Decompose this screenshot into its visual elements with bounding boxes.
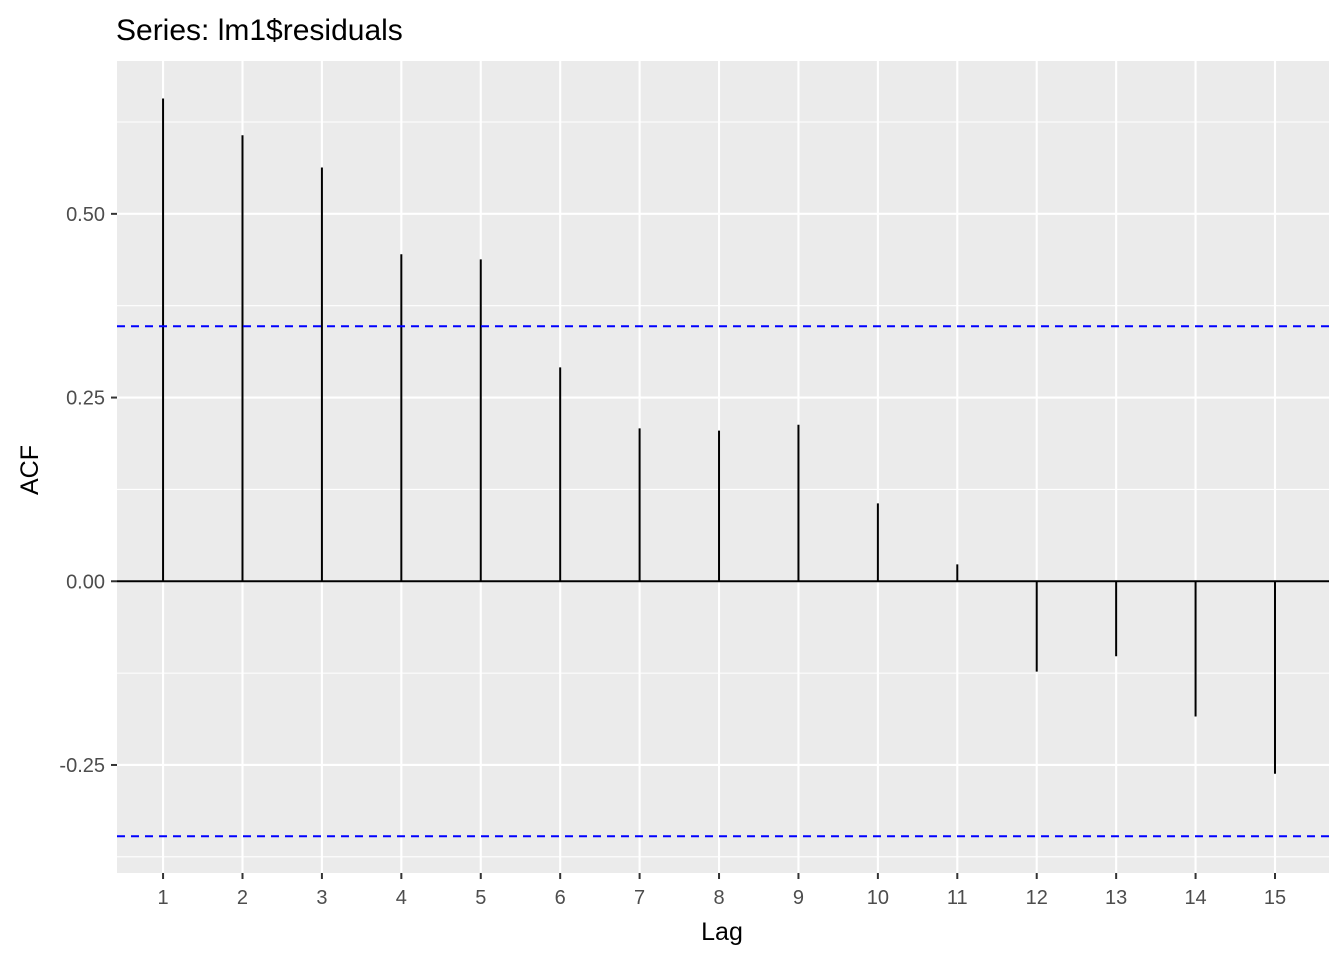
x-tick-label: 10 bbox=[867, 887, 889, 909]
y-tick-label: -0.25 bbox=[59, 755, 105, 777]
x-tick-label: 4 bbox=[396, 887, 407, 909]
y-axis-title: ACF bbox=[16, 445, 44, 495]
axes: -0.250.000.250.501 2 3 4 5 6 7 8 9 10 11 12 13 14 15 bbox=[59, 204, 1286, 909]
plot-panel bbox=[117, 61, 1329, 873]
x-tick-label: 7 bbox=[634, 887, 645, 909]
x-tick-label: 12 bbox=[1026, 887, 1048, 909]
x-tick-label: 2 bbox=[237, 887, 248, 909]
x-tick-label: 3 bbox=[316, 887, 327, 909]
x-tick-label: 6 bbox=[555, 887, 566, 909]
x-tick-label: 1 bbox=[158, 887, 169, 909]
x-tick-label: 11 bbox=[947, 887, 968, 909]
chart-title: Series: lm1$residuals bbox=[116, 14, 403, 47]
x-tick-label: 8 bbox=[713, 887, 724, 909]
y-tick-label: 0.25 bbox=[66, 388, 105, 410]
panel-background bbox=[117, 61, 1329, 873]
x-tick-label: 15 bbox=[1264, 887, 1286, 909]
acf-bars bbox=[117, 98, 1329, 838]
x-tick-label: 13 bbox=[1105, 887, 1127, 909]
x-axis-title: Lag bbox=[701, 918, 743, 946]
y-tick-label: 0.00 bbox=[66, 571, 105, 593]
x-tick-label: 14 bbox=[1184, 887, 1206, 909]
y-tick-label: 0.50 bbox=[66, 204, 105, 226]
x-tick-label: 9 bbox=[793, 887, 804, 909]
x-tick-label: 5 bbox=[475, 887, 486, 909]
